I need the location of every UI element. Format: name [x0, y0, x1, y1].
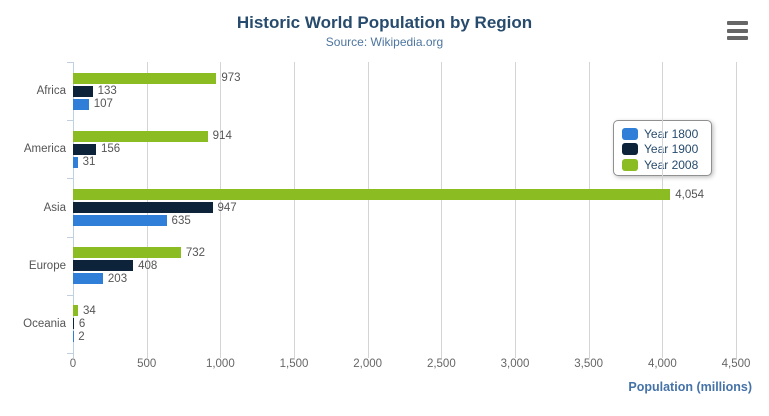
- bar-value-label: 4,054: [675, 188, 705, 201]
- category-label: Africa: [36, 85, 66, 98]
- chart-title: Historic World Population by Region: [236, 13, 533, 32]
- bar-value-label: 408: [138, 259, 158, 272]
- legend-label: Year 1900: [644, 142, 699, 157]
- gridline: [736, 62, 737, 353]
- category-axis-tick: [67, 178, 73, 180]
- bar-value-label: 203: [107, 272, 128, 285]
- bar-year-2008-europe[interactable]: [73, 247, 181, 259]
- bar-value-label: 107: [93, 98, 113, 111]
- legend-swatch-icon: [622, 143, 638, 156]
- x-axis-tick-label: 2,500: [426, 358, 456, 370]
- bar-value-label: 6: [78, 317, 86, 330]
- bar-value-label: 732: [185, 246, 206, 259]
- gridline: [588, 62, 590, 353]
- bar-year-1800-america[interactable]: [73, 156, 78, 168]
- x-axis-tick-label: 3,000: [500, 358, 530, 370]
- gridline: [662, 62, 664, 353]
- bar-value-label: 156: [100, 143, 121, 156]
- bar-year-1900-america[interactable]: [73, 143, 96, 155]
- category-axis-tick: [67, 236, 73, 238]
- gridline: [220, 62, 222, 353]
- x-axis-tick: [736, 353, 737, 358]
- category-label: America: [23, 143, 66, 156]
- bar-year-1900-oceania[interactable]: [73, 318, 74, 330]
- bar-year-2008-oceania[interactable]: [73, 305, 78, 317]
- bar-year-1800-europe[interactable]: [73, 273, 103, 285]
- category-label: Oceania: [23, 317, 66, 330]
- x-axis-tick: [146, 353, 148, 358]
- category-label: Asia: [43, 201, 66, 214]
- x-axis-tick: [294, 353, 295, 358]
- x-axis-title: Population (millions): [628, 380, 752, 394]
- category-axis-tick: [67, 353, 73, 354]
- legend-item-year-1800[interactable]: Year 1800: [622, 126, 711, 142]
- hamburger-bar: [727, 28, 748, 33]
- x-axis-tick-label: 0: [69, 358, 77, 370]
- gridline: [441, 62, 443, 353]
- bar-year-1800-asia[interactable]: [73, 215, 167, 226]
- legend-label: Year 2008: [644, 157, 699, 172]
- x-axis-tick: [441, 353, 443, 358]
- legend-item-year-1900[interactable]: Year 1900: [622, 142, 711, 158]
- bar-year-2008-america[interactable]: [73, 130, 208, 142]
- category-axis-tick: [67, 294, 73, 296]
- x-axis-tick: [515, 353, 516, 358]
- legend-swatch-icon: [622, 127, 638, 140]
- gridline: [367, 62, 369, 353]
- bar-value-label: 31: [82, 156, 96, 169]
- bar-value-label: 2: [78, 330, 85, 343]
- bar-year-2008-asia[interactable]: [73, 189, 671, 200]
- bar-year-1900-asia[interactable]: [73, 202, 213, 213]
- x-axis-tick-label: 3,500: [574, 358, 604, 370]
- legend-swatch-icon: [622, 158, 638, 171]
- x-axis-tick: [662, 353, 664, 358]
- bar-value-label: 973: [221, 72, 241, 85]
- bar-year-1900-europe[interactable]: [73, 260, 134, 272]
- x-axis-tick-label: 2,000: [353, 358, 383, 370]
- hamburger-icon[interactable]: [727, 21, 748, 41]
- bar-value-label: 34: [83, 304, 96, 317]
- bar-value-label: 914: [212, 130, 232, 143]
- bar-value-label: 635: [171, 214, 191, 227]
- bar-year-1800-africa[interactable]: [73, 98, 89, 110]
- legend-label: Year 1800: [644, 126, 699, 141]
- bar-value-label: 947: [217, 201, 237, 214]
- x-axis-tick: [588, 353, 590, 358]
- category-label: Europe: [28, 259, 66, 272]
- x-axis-tick: [220, 353, 222, 358]
- x-axis-tick-label: 1,000: [205, 358, 235, 370]
- bar-year-2008-africa[interactable]: [73, 72, 217, 84]
- x-axis-tick: [367, 353, 369, 358]
- x-axis-tick-label: 4,000: [647, 358, 677, 370]
- x-axis-tick-label: 4,500: [721, 358, 751, 370]
- gridline: [515, 62, 516, 353]
- x-axis-tick-label: 500: [137, 358, 157, 370]
- category-axis-tick: [67, 62, 73, 63]
- hamburger-bar: [727, 21, 748, 25]
- bar-value-label: 133: [97, 85, 117, 98]
- x-axis-tick-label: 1,500: [279, 358, 309, 370]
- category-axis-tick: [67, 120, 73, 122]
- hamburger-bar: [727, 36, 748, 40]
- bar-year-1900-africa[interactable]: [73, 85, 93, 97]
- gridline: [294, 62, 295, 353]
- chart-subtitle: Source: Wikipedia.org: [325, 35, 444, 49]
- legend-item-year-2008[interactable]: Year 2008: [622, 157, 711, 173]
